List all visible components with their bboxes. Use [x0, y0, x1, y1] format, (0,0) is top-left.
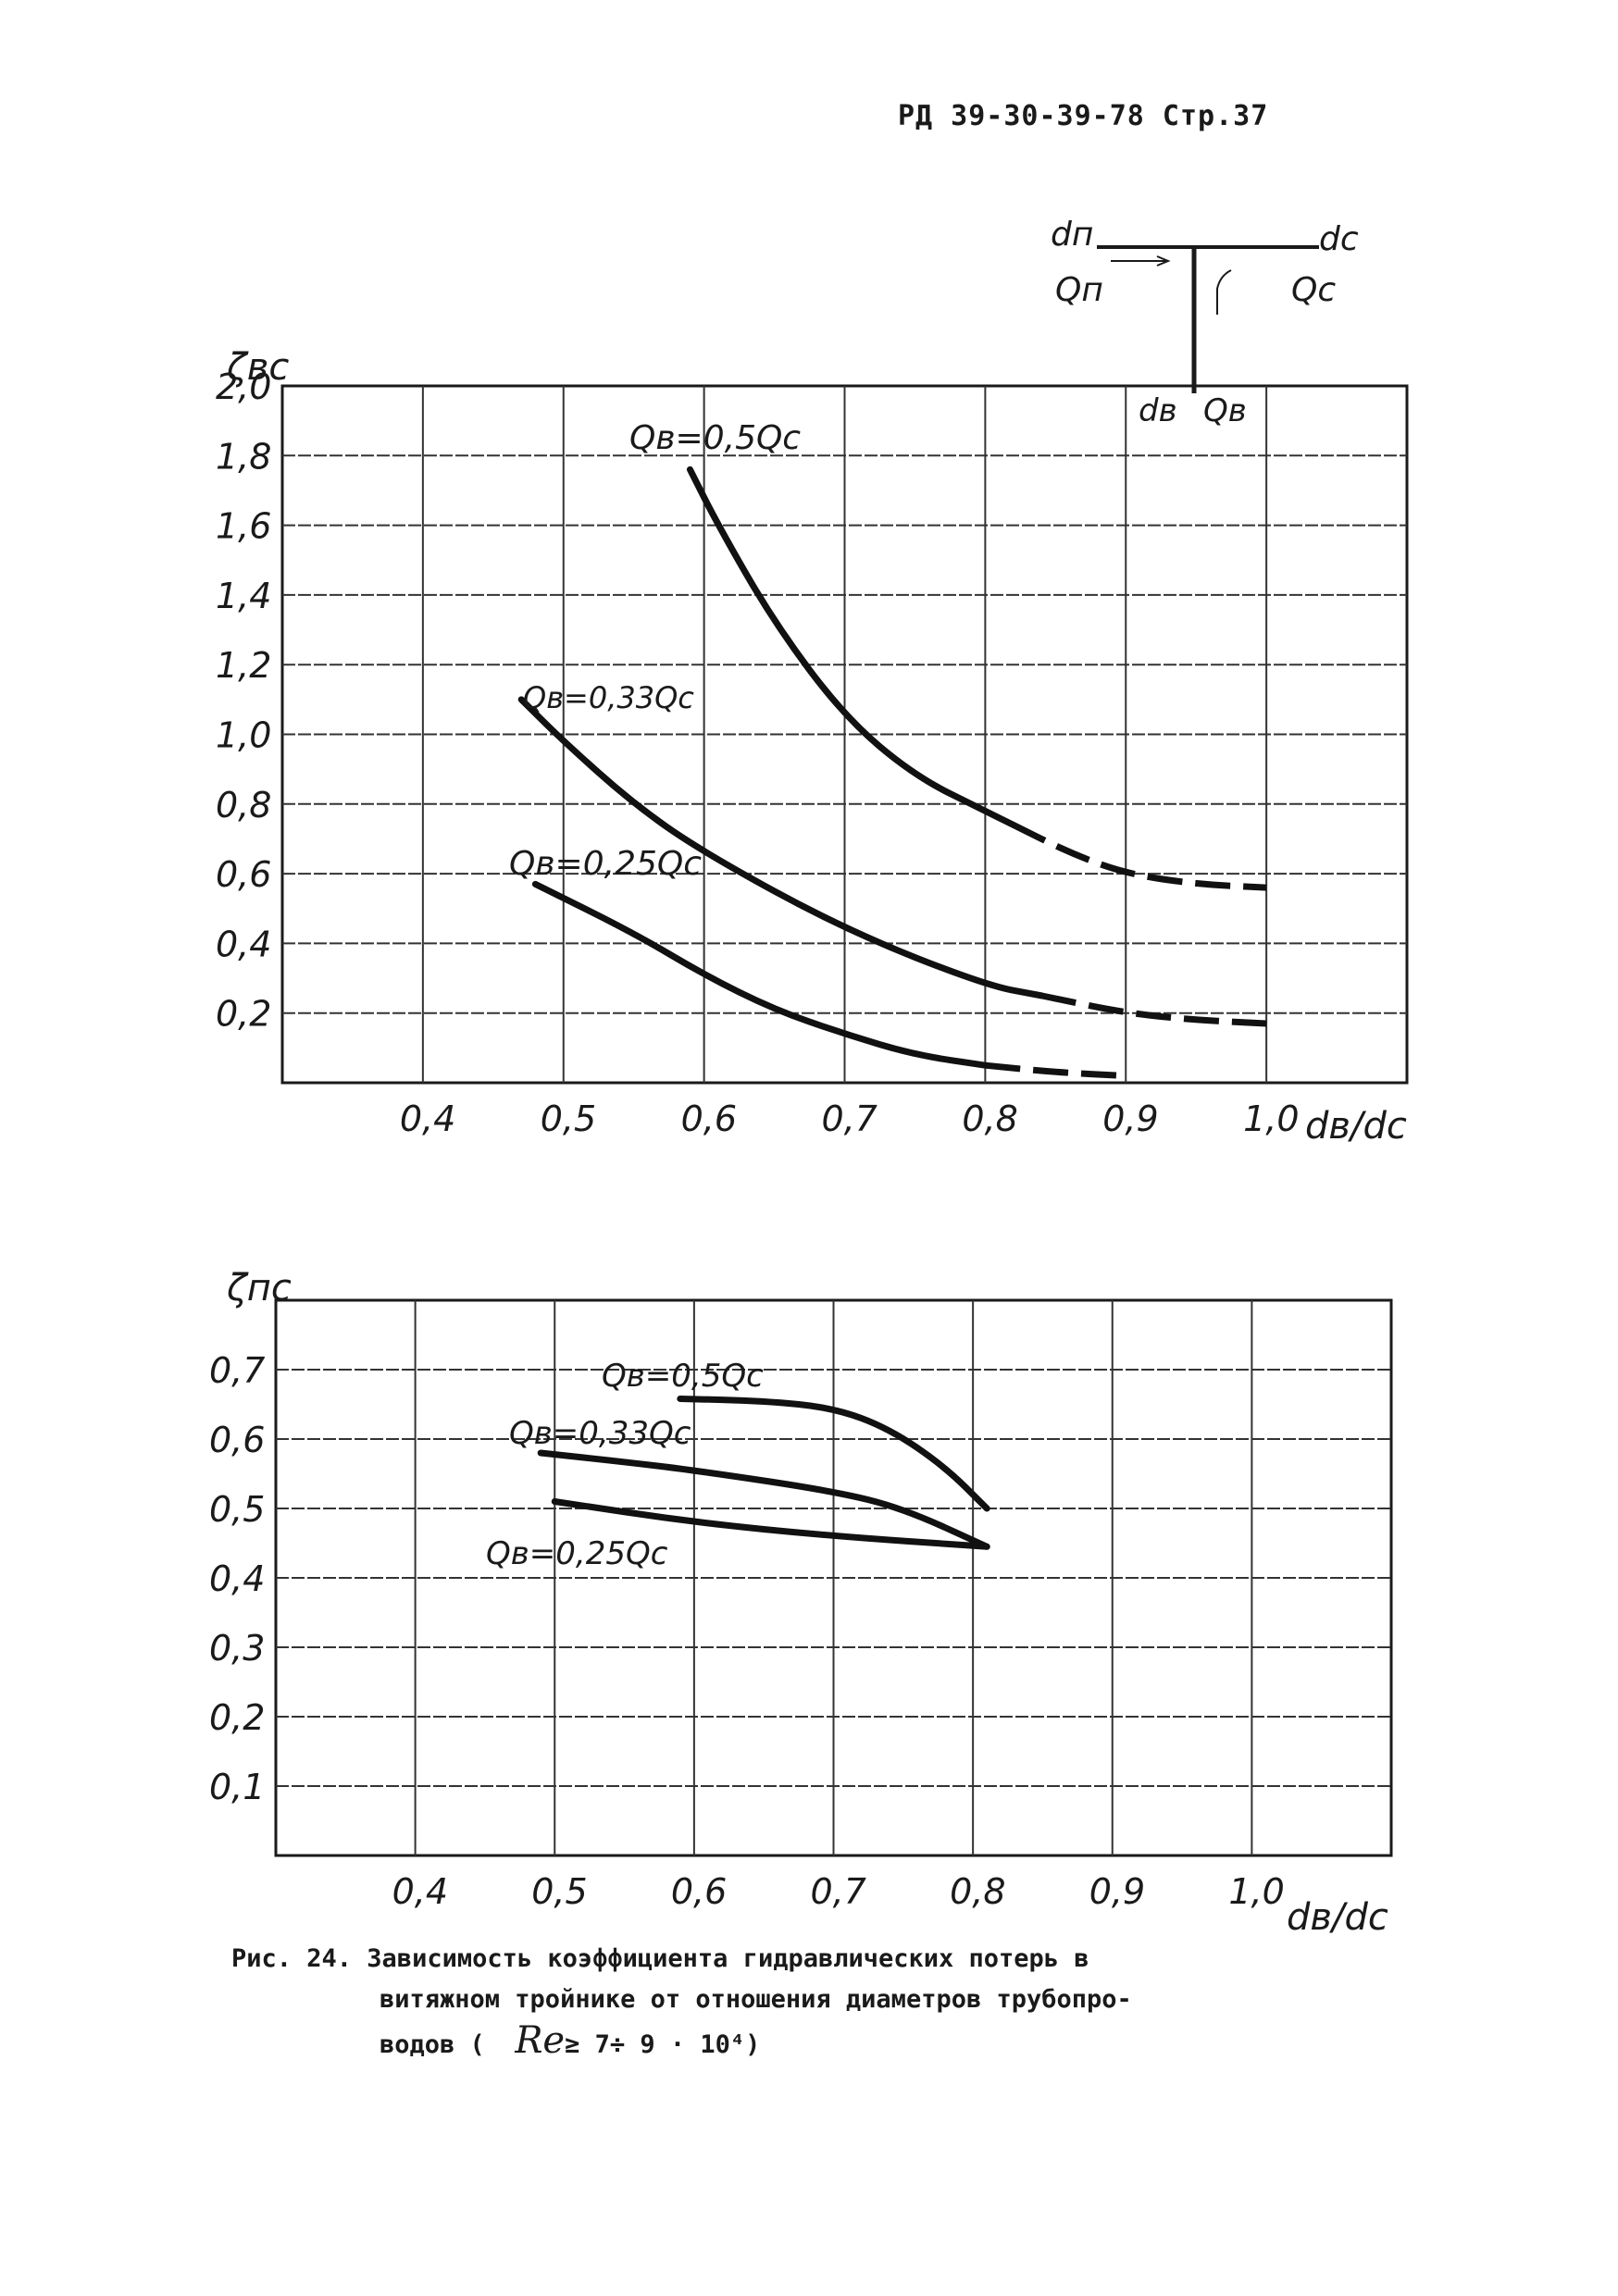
label-d-left: dп	[1051, 216, 1093, 254]
chart-2-x-tick-label: 1,0	[1228, 1871, 1284, 1912]
page-header: РД 39-30-39-78 Стр.37	[898, 100, 1269, 132]
chart-1-series-0-dashed	[1012, 822, 1267, 891]
chart-1-x-tick-label: 0,8	[962, 1098, 1017, 1139]
chart-1-y-tick-label: 1,8	[216, 436, 271, 477]
label-q-right: Qс	[1291, 271, 1336, 309]
caption-line-3-prefix: водов (	[380, 2030, 485, 2059]
chart-1-y-tick-label: 1,4	[216, 576, 271, 616]
label-d-right: dс	[1319, 220, 1359, 258]
chart-1-y-tick-label: 0,4	[216, 924, 271, 964]
chart-2-series	[537, 1396, 990, 1550]
chart-1: 0,2 0,4 0,6 0,8 1,0 1,2 1,4 1,6 1,8 2,0 0,4 0,5 0,6…	[216, 346, 1409, 1148]
chart-1-y-ticks: 0,2 0,4 0,6 0,8 1,0 1,2 1,4 1,6 1,8 2,0	[216, 366, 271, 1035]
chart-1-legend-q033: Qв=0,33Qс	[523, 680, 694, 715]
label-q-left: Qп	[1055, 271, 1103, 309]
chart-1-y-tick-label: 0,2	[216, 994, 271, 1035]
chart-2-x-tick-label: 0,9	[1089, 1871, 1145, 1912]
chart-1-x-tick-label: 0,9	[1102, 1098, 1158, 1139]
tee-schematic: dп Qп dс Qс dв Qв	[1051, 216, 1359, 429]
chart-2-x-tick-label: 0,5	[531, 1871, 587, 1912]
label-d-bottom: dв	[1139, 392, 1177, 429]
flow-arrow-left-head	[1156, 255, 1171, 267]
chart-1-y-tick-label: 1,2	[216, 645, 271, 686]
chart-1-x-tick-label: 0,7	[822, 1098, 877, 1139]
chart-1-y-tick-label: 2,0	[216, 366, 271, 407]
chart-2-x-tick-label: 0,7	[811, 1871, 866, 1912]
chart-1-x-tick-label: 0,5	[541, 1098, 596, 1139]
chart-1-x-tick-label: 0,4	[400, 1098, 455, 1139]
chart-1-grid	[282, 386, 1407, 1083]
chart-2-y-axis-label: ζпс	[226, 1267, 292, 1309]
chart-2-series-2-line	[551, 1498, 990, 1550]
caption-line-3-suffix: ≥ 7÷ 9 · 10⁴)	[565, 2030, 761, 2059]
chart-2-y-tick-label: 0,3	[209, 1628, 265, 1669]
chart-1-y-axis-label: ζвс	[226, 346, 289, 389]
label-q-bottom: Qв	[1203, 392, 1247, 429]
chart-1-series-2-dashed	[985, 1061, 1126, 1079]
chart-2-series-0-line	[677, 1396, 990, 1512]
chart-1-x-tick-label: 1,0	[1243, 1098, 1299, 1139]
chart-2-x-ticks: 0,4 0,5 0,6 0,7 0,8 0,9 1,0	[392, 1871, 1285, 1912]
chart-2-x-tick-label: 0,6	[671, 1871, 727, 1912]
chart-1-x-tick-label: 0,6	[681, 1098, 737, 1139]
chart-2-x-axis-label: dв/dс	[1287, 1896, 1388, 1939]
chart-2-legend-q025: Qв=0,25Qс	[486, 1535, 668, 1572]
caption-re-symbol: Re	[515, 2019, 566, 2062]
chart-1-legend-q05: Qв=0,5Qс	[629, 419, 801, 457]
chart-2-y-tick-label: 0,5	[209, 1489, 265, 1530]
figure-caption: Рис. 24. Зависимость коэффициента гидрав…	[231, 1939, 1324, 2066]
chart-2-legend-q05: Qв=0,5Qс	[602, 1358, 764, 1395]
chart-2-x-tick-label: 0,4	[392, 1871, 448, 1912]
chart-2-x-tick-label: 0,8	[950, 1871, 1005, 1912]
chart-1-series	[517, 465, 1267, 1079]
chart-1-x-axis-label: dв/dс	[1305, 1105, 1407, 1148]
chart-1-y-tick-label: 0,8	[216, 785, 271, 825]
chart-1-y-tick-label: 1,6	[216, 506, 271, 547]
caption-line-2: витяжном тройнике от отношения диаметров…	[380, 1985, 1132, 2014]
chart-2: 0,1 0,2 0,3 0,4 0,5 0,6 0,7 0,4 0,5 0,6 0,7 0,8 0,9…	[209, 1267, 1393, 1939]
chart-1-x-ticks: 0,4 0,5 0,6 0,7 0,8 0,9 1,0	[400, 1098, 1300, 1139]
chart-1-series-2-line	[531, 880, 989, 1069]
chart-2-series-1-line	[537, 1449, 990, 1550]
chart-1-legend-q025: Qв=0,25Qс	[509, 845, 702, 883]
chart-2-y-tick-label: 0,1	[209, 1767, 265, 1807]
chart-2-y-tick-label: 0,7	[209, 1350, 265, 1391]
chart-2-y-ticks: 0,1 0,2 0,3 0,4 0,5 0,6 0,7	[209, 1350, 265, 1807]
chart-2-grid	[276, 1300, 1391, 1855]
chart-2-legend-q033: Qв=0,33Qс	[509, 1415, 691, 1452]
chart-1-series-0-line	[686, 465, 1017, 828]
chart-1-y-tick-label: 1,0	[216, 715, 271, 756]
chart-1-series-1-dashed	[1040, 992, 1267, 1027]
chart-1-y-tick-label: 0,6	[216, 854, 271, 895]
chart-2-y-tick-label: 0,2	[209, 1697, 265, 1738]
chart-2-y-tick-label: 0,6	[209, 1420, 265, 1460]
flow-arrow-corner	[1216, 269, 1232, 315]
chart-2-y-tick-label: 0,4	[209, 1558, 265, 1599]
caption-line-3: водов ( Re≥ 7÷ 9 · 10⁴)	[231, 2020, 1324, 2066]
caption-line-1: Рис. 24. Зависимость коэффициента гидрав…	[231, 1944, 1089, 1973]
chart-1-series-1-line	[517, 696, 1045, 999]
